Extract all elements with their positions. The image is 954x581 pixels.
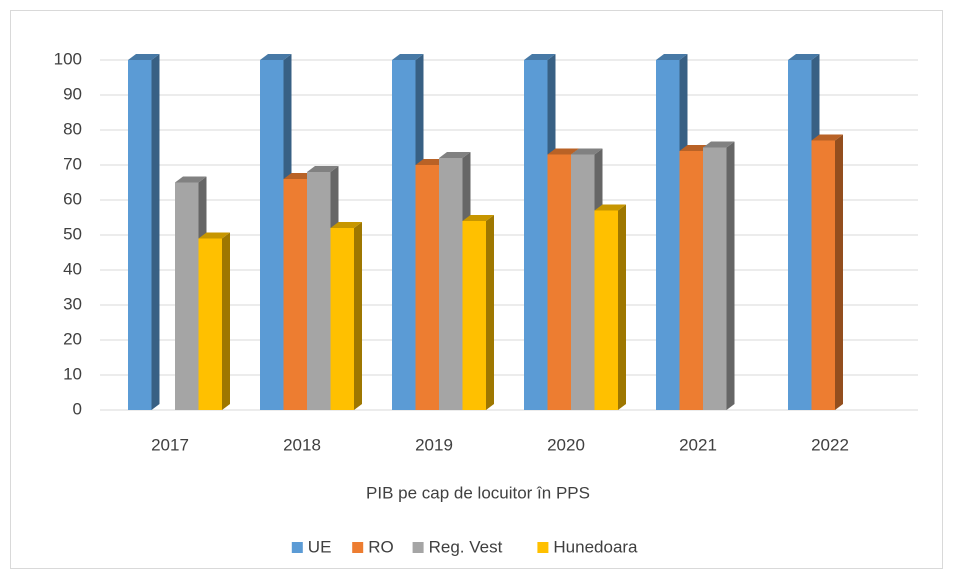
y-tick-label: 40 bbox=[63, 259, 82, 278]
bar bbox=[330, 228, 354, 410]
x-tick-label: 2018 bbox=[283, 435, 321, 454]
bar bbox=[439, 158, 463, 410]
bar-side bbox=[726, 141, 735, 410]
y-tick-label: 80 bbox=[63, 119, 82, 138]
bar bbox=[175, 182, 199, 410]
bar bbox=[392, 60, 416, 410]
bar-top bbox=[175, 176, 207, 183]
bar bbox=[524, 60, 548, 410]
bar-top bbox=[594, 204, 626, 211]
y-tick-label: 60 bbox=[63, 189, 82, 208]
bar bbox=[703, 147, 727, 410]
bar-side bbox=[835, 134, 843, 410]
x-tick-label: 2022 bbox=[811, 435, 849, 454]
bar bbox=[307, 172, 331, 410]
legend: UE RO Reg. Vest Hunedoara bbox=[291, 537, 638, 556]
bar-side bbox=[486, 215, 494, 410]
y-tick-label: 70 bbox=[63, 154, 82, 173]
bar bbox=[547, 154, 571, 410]
bar-top bbox=[330, 222, 362, 228]
y-tick-label: 30 bbox=[63, 294, 82, 313]
bar-top bbox=[307, 166, 339, 172]
legend-swatch bbox=[537, 542, 549, 553]
bar-top bbox=[571, 148, 603, 155]
legend-label: UE bbox=[308, 537, 332, 556]
bar bbox=[415, 165, 439, 410]
y-tick-label: 20 bbox=[63, 329, 82, 348]
bar-side bbox=[618, 204, 626, 410]
bar-top bbox=[462, 215, 494, 221]
bar bbox=[283, 179, 307, 410]
bar bbox=[260, 60, 284, 410]
bar-top bbox=[439, 152, 471, 158]
bar-top bbox=[703, 141, 735, 148]
legend-swatch bbox=[291, 542, 303, 553]
bar bbox=[656, 60, 680, 410]
bar-side bbox=[354, 222, 362, 410]
bar bbox=[679, 151, 703, 410]
legend-swatch bbox=[412, 542, 424, 553]
bar-top bbox=[524, 54, 556, 60]
bar-top bbox=[392, 54, 424, 60]
bar bbox=[128, 60, 152, 410]
bar-top bbox=[788, 54, 820, 60]
bar-top bbox=[260, 54, 292, 60]
bar-top bbox=[128, 54, 160, 60]
bar bbox=[462, 221, 486, 410]
legend-label: Hunedoara bbox=[553, 537, 638, 556]
x-tick-label: 2019 bbox=[415, 435, 453, 454]
y-tick-label: 50 bbox=[63, 224, 82, 243]
bar bbox=[571, 154, 595, 410]
bar bbox=[198, 238, 222, 410]
y-tick-label: 0 bbox=[73, 399, 82, 418]
y-tick-label: 90 bbox=[63, 84, 82, 103]
legend-label: Reg. Vest bbox=[429, 537, 503, 556]
x-tick-label: 2017 bbox=[151, 435, 189, 454]
x-tick-label: 2021 bbox=[679, 435, 717, 454]
bar-top bbox=[811, 134, 843, 141]
bar-top bbox=[547, 148, 579, 155]
bar bbox=[594, 210, 618, 410]
y-tick-label: 10 bbox=[63, 364, 82, 383]
bar bbox=[788, 60, 812, 410]
bar-top bbox=[656, 54, 688, 60]
legend-swatch bbox=[352, 542, 364, 553]
legend-label: RO bbox=[368, 537, 394, 556]
x-tick-label: 2020 bbox=[547, 435, 585, 454]
bar-side bbox=[222, 232, 230, 410]
y-tick-label: 100 bbox=[54, 49, 82, 68]
bar-top bbox=[198, 232, 230, 239]
bar bbox=[811, 140, 835, 410]
bar-side bbox=[151, 54, 160, 410]
x-axis-title: PIB pe cap de locuitor în PPS bbox=[366, 483, 590, 502]
